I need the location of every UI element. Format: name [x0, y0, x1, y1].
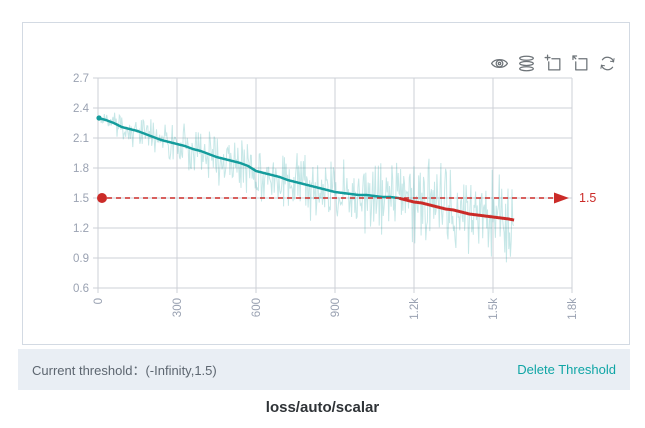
- current-threshold-label: Current threshold：: [32, 363, 146, 378]
- svg-text:2.1: 2.1: [73, 133, 89, 145]
- scalar-chart-card: 0 300 600 900 1.2k 1.5k 1.8k 0.6 0.9 1.2 1.5 1.8 2.1…: [22, 22, 630, 345]
- svg-text:0.6: 0.6: [73, 283, 89, 295]
- loss-scalar-chart[interactable]: 0 300 600 900 1.2k 1.5k 1.8k 0.6 0.9 1.2 1.5 1.8 2.1…: [23, 23, 629, 344]
- chart-toolbar: [489, 53, 617, 73]
- svg-text:0: 0: [93, 298, 105, 304]
- svg-text:1.5: 1.5: [73, 193, 89, 205]
- svg-text:0.9: 0.9: [73, 253, 89, 265]
- svg-text:1.5: 1.5: [579, 191, 596, 205]
- svg-text:900: 900: [330, 298, 342, 317]
- svg-text:1.5k: 1.5k: [488, 298, 500, 320]
- runs-stack-icon[interactable]: [516, 53, 536, 73]
- zoom-select-icon[interactable]: [543, 53, 563, 73]
- svg-text:300: 300: [172, 298, 184, 317]
- chart-title: loss/auto/scalar: [265, 399, 380, 416]
- restore-zoom-icon[interactable]: [570, 53, 590, 73]
- current-threshold-value: (-Infinity,1.5): [145, 363, 217, 378]
- svg-text:1.2k: 1.2k: [409, 298, 421, 320]
- threshold-footer: Current threshold：(-Infinity,1.5) Delete…: [18, 349, 630, 390]
- refresh-icon[interactable]: [597, 53, 617, 73]
- current-threshold-text: Current threshold：(-Infinity,1.5): [32, 360, 217, 379]
- svg-text:1.8: 1.8: [73, 163, 89, 175]
- svg-text:600: 600: [251, 298, 263, 317]
- svg-text:1.2: 1.2: [73, 223, 89, 235]
- svg-text:2.4: 2.4: [73, 103, 90, 115]
- visibility-eye-icon[interactable]: [489, 53, 509, 73]
- svg-text:1.8k: 1.8k: [567, 298, 579, 320]
- svg-text:2.7: 2.7: [73, 73, 89, 85]
- delete-threshold-link[interactable]: Delete Threshold: [517, 362, 616, 377]
